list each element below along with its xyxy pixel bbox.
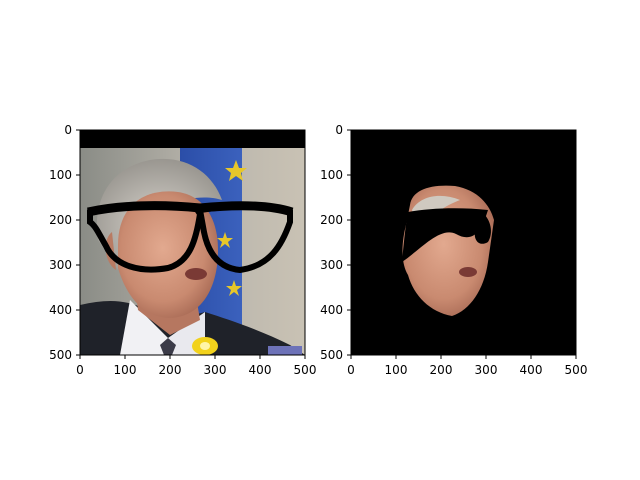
x-tick-label: 100 bbox=[114, 363, 137, 377]
y-tick-label: 0 bbox=[64, 123, 72, 137]
x-tick-label: 0 bbox=[76, 363, 84, 377]
x-tick-label: 200 bbox=[430, 363, 453, 377]
y-tick-label: 300 bbox=[320, 258, 343, 272]
x-tick-label: 500 bbox=[565, 363, 588, 377]
y-tick-label: 200 bbox=[320, 213, 343, 227]
x-tick-label: 300 bbox=[204, 363, 227, 377]
x-tick-label: 500 bbox=[294, 363, 317, 377]
x-ticks-left: 0 100 200 300 400 500 bbox=[76, 355, 316, 377]
y-ticks-left: 0 100 200 300 400 500 bbox=[49, 123, 80, 362]
panel-right-image bbox=[351, 130, 576, 355]
x-tick-label: 400 bbox=[520, 363, 543, 377]
axes-right: 0 100 200 300 400 500 0 100 200 300 400 … bbox=[320, 123, 587, 377]
panel-left-image bbox=[80, 130, 305, 355]
y-tick-label: 500 bbox=[320, 348, 343, 362]
x-ticks-right: 0 100 200 300 400 500 bbox=[347, 355, 587, 377]
axes-left: 0 100 200 300 400 500 0 100 200 300 400 … bbox=[49, 123, 316, 377]
y-tick-label: 100 bbox=[320, 168, 343, 182]
x-tick-label: 0 bbox=[347, 363, 355, 377]
y-tick-label: 0 bbox=[335, 123, 343, 137]
x-tick-label: 300 bbox=[475, 363, 498, 377]
y-tick-label: 500 bbox=[49, 348, 72, 362]
y-tick-label: 400 bbox=[49, 303, 72, 317]
x-tick-label: 200 bbox=[159, 363, 182, 377]
x-tick-label: 400 bbox=[249, 363, 272, 377]
y-ticks-right: 0 100 200 300 400 500 bbox=[320, 123, 351, 362]
y-tick-label: 200 bbox=[49, 213, 72, 227]
y-tick-label: 300 bbox=[49, 258, 72, 272]
y-tick-label: 400 bbox=[320, 303, 343, 317]
y-tick-label: 100 bbox=[49, 168, 72, 182]
x-tick-label: 100 bbox=[385, 363, 408, 377]
